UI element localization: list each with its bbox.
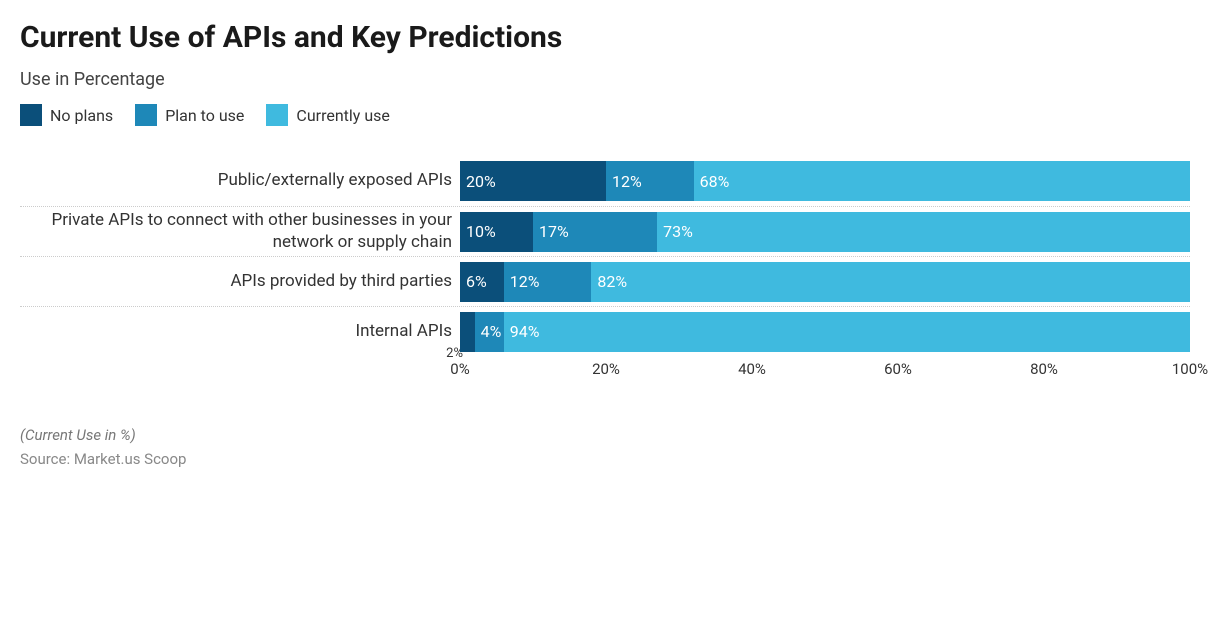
- legend-item: Plan to use: [135, 104, 244, 126]
- legend-label: Plan to use: [165, 106, 244, 125]
- bar-track: 6% 12% 82%: [460, 262, 1190, 302]
- bar-track: 10% 17% 73%: [460, 212, 1190, 252]
- chart-row: Public/externally exposed APIs20% 12% 68%: [20, 156, 1190, 206]
- bar-segment: 17%: [533, 212, 657, 252]
- legend-label: No plans: [50, 106, 113, 125]
- bar-track: 4%94%: [460, 312, 1190, 352]
- category-label: APIs provided by third parties: [20, 271, 460, 292]
- category-label: Internal APIs2%: [20, 321, 460, 342]
- segment-value-label: 6%: [460, 272, 487, 291]
- bar-segment: 20%: [460, 161, 606, 201]
- x-tick-label: 80%: [1030, 360, 1058, 378]
- segment-value-label: 73%: [657, 222, 693, 241]
- segment-value-label: 17%: [533, 222, 569, 241]
- category-label: Private APIs to connect with other busin…: [20, 210, 460, 253]
- chart-footer: (Current Use in %) Source: Market.us Sco…: [20, 426, 1190, 468]
- chart-subtitle: Use in Percentage: [20, 69, 1190, 90]
- legend-swatch: [20, 104, 42, 126]
- segment-value-label: 20%: [460, 172, 496, 191]
- bar-segment: 82%: [591, 262, 1190, 302]
- bar-segment: 12%: [606, 161, 694, 201]
- segment-value-label: 68%: [694, 172, 730, 191]
- legend-swatch: [266, 104, 288, 126]
- bar-segment: 73%: [657, 212, 1190, 252]
- x-axis-ticks: 0%20%40%60%80%100%: [460, 356, 1190, 386]
- stacked-bar: 6% 12% 82%: [460, 262, 1190, 302]
- segment-value-label: 82%: [591, 272, 627, 291]
- bar-segment: 94%: [504, 312, 1190, 352]
- stacked-bar: 10% 17% 73%: [460, 212, 1190, 252]
- segment-value-label: 12%: [504, 272, 540, 291]
- chart-container: Public/externally exposed APIs20%12%68%P…: [20, 156, 1190, 386]
- stacked-bar: 20% 12% 68%: [460, 161, 1190, 201]
- x-tick-label: 40%: [738, 360, 766, 378]
- chart-row: Private APIs to connect with other busin…: [20, 206, 1190, 256]
- chart-row: APIs provided by third parties6% 12% 82%: [20, 256, 1190, 306]
- segment-value-label: 4%: [475, 322, 502, 341]
- x-tick-label: 60%: [884, 360, 912, 378]
- bar-segment: 4%: [475, 312, 504, 352]
- chart-row: Internal APIs2%4%94%: [20, 306, 1190, 356]
- bar-segment: [460, 312, 475, 352]
- legend-item: Currently use: [266, 104, 389, 126]
- x-tick-label: 0%: [450, 360, 469, 378]
- bar-track: 20% 12% 68%: [460, 161, 1190, 201]
- source-line: Source: Market.us Scoop: [20, 450, 1190, 468]
- category-label: Public/externally exposed APIs: [20, 170, 460, 191]
- legend-swatch: [135, 104, 157, 126]
- legend: No plans Plan to use Currently use: [20, 104, 1190, 126]
- bar-segment: 68%: [694, 161, 1190, 201]
- stacked-bar: 4%94%: [460, 312, 1190, 352]
- segment-value-label: 12%: [606, 172, 642, 191]
- chart-title: Current Use of APIs and Key Predictions: [20, 20, 1190, 55]
- segment-value-label: 10%: [460, 222, 496, 241]
- bar-segment: 12%: [504, 262, 592, 302]
- segment-value-label: 94%: [504, 322, 540, 341]
- bar-segment: 10%: [460, 212, 533, 252]
- x-tick-label: 20%: [592, 360, 620, 378]
- x-axis: 0%20%40%60%80%100%: [20, 356, 1190, 386]
- legend-item: No plans: [20, 104, 113, 126]
- bar-segment: 6%: [460, 262, 504, 302]
- x-tick-label: 100%: [1172, 360, 1208, 378]
- chart-rows: Public/externally exposed APIs20%12%68%P…: [20, 156, 1190, 356]
- footnote: (Current Use in %): [20, 426, 1190, 444]
- legend-label: Currently use: [296, 106, 389, 125]
